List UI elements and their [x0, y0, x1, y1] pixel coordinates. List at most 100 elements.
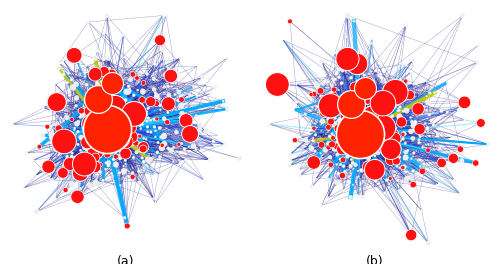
Point: [152, 102, 160, 106]
Point: [438, 161, 446, 165]
Point: [339, 158, 347, 162]
Point: [349, 183, 357, 187]
Point: [404, 148, 412, 153]
Point: [86, 133, 94, 137]
Point: [424, 148, 432, 152]
Point: [86, 137, 94, 142]
Point: [106, 153, 114, 157]
Point: [364, 72, 372, 76]
Point: [434, 132, 442, 136]
Point: [102, 131, 110, 136]
Point: [82, 106, 90, 110]
Point: [134, 88, 141, 92]
Point: [84, 151, 92, 155]
Point: [473, 60, 481, 65]
Point: [100, 128, 108, 132]
Point: [76, 171, 84, 175]
Point: [93, 49, 101, 53]
Point: [390, 139, 398, 144]
Point: [324, 111, 332, 115]
Point: [98, 121, 106, 126]
Point: [458, 145, 466, 149]
Point: [206, 158, 214, 162]
Point: [155, 97, 163, 101]
Point: [340, 127, 348, 131]
Point: [98, 101, 106, 105]
Point: [360, 110, 368, 114]
Point: [62, 141, 70, 145]
Point: [327, 163, 335, 167]
Point: [328, 142, 336, 147]
Point: [80, 135, 88, 139]
Point: [360, 93, 368, 97]
Point: [88, 159, 96, 163]
Point: [368, 137, 376, 141]
Point: [357, 114, 365, 119]
Point: [326, 104, 334, 108]
Point: [474, 43, 482, 47]
Point: [345, 94, 353, 98]
Point: [178, 111, 186, 116]
Point: [316, 94, 324, 98]
Point: [150, 125, 158, 129]
Point: [122, 144, 130, 149]
Point: [358, 135, 366, 139]
Point: [384, 161, 392, 165]
Point: [348, 119, 356, 123]
Point: [393, 138, 401, 143]
Point: [132, 139, 140, 144]
Point: [210, 144, 218, 148]
Point: [80, 162, 88, 166]
Point: [68, 154, 76, 159]
Point: [100, 71, 108, 76]
Point: [114, 135, 122, 139]
Point: [150, 62, 158, 66]
Point: [96, 115, 104, 119]
Point: [98, 106, 106, 110]
Point: [146, 157, 154, 162]
Point: [39, 134, 47, 138]
Point: [105, 98, 113, 102]
Point: [103, 128, 111, 132]
Point: [42, 163, 50, 167]
Point: [350, 136, 358, 140]
Point: [406, 93, 413, 97]
Point: [302, 112, 310, 116]
Point: [396, 118, 404, 122]
Point: [167, 148, 175, 152]
Point: [333, 99, 341, 103]
Point: [318, 119, 326, 123]
Point: [196, 127, 204, 131]
Point: [373, 133, 381, 137]
Point: [326, 104, 334, 108]
Point: [32, 210, 40, 214]
Point: [364, 102, 372, 106]
Point: [338, 69, 346, 73]
Point: [324, 125, 332, 129]
Point: [362, 129, 370, 133]
Point: [74, 157, 82, 161]
Point: [98, 139, 106, 143]
Point: [354, 169, 362, 173]
Point: [374, 150, 382, 155]
Point: [456, 105, 464, 109]
Point: [381, 98, 389, 102]
Point: [334, 153, 342, 157]
Point: [356, 132, 364, 136]
Point: [167, 148, 175, 152]
Point: [114, 119, 122, 123]
Point: [291, 138, 299, 142]
Point: [354, 133, 362, 137]
Point: [85, 144, 93, 149]
Point: [88, 147, 96, 151]
Point: [416, 133, 424, 138]
Point: [106, 66, 114, 70]
Point: [84, 128, 92, 133]
Point: [88, 127, 96, 131]
Point: [116, 142, 124, 146]
Point: [438, 109, 446, 113]
Point: [20, 186, 28, 190]
Point: [412, 120, 420, 125]
Point: [351, 145, 359, 149]
Point: [86, 89, 94, 94]
